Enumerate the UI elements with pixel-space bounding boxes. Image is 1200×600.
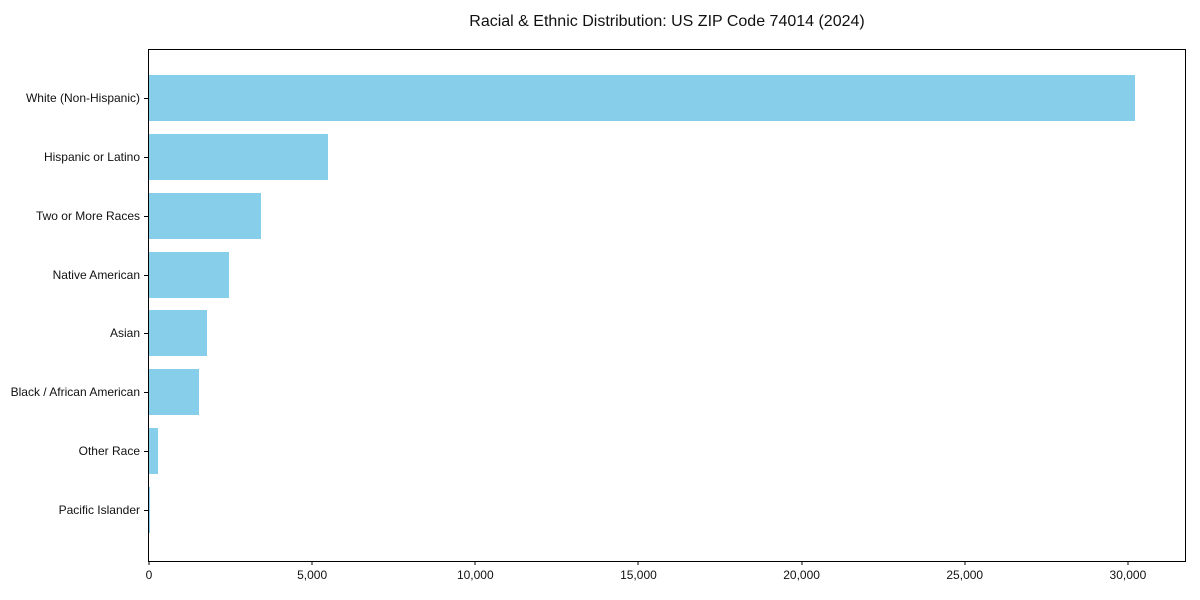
bar-row: Native American	[53, 245, 1185, 304]
bar-row: Hispanic or Latino	[44, 128, 1185, 187]
x-axis-tick-mark	[311, 561, 313, 565]
x-axis-tick-label: 10,000	[456, 568, 494, 582]
bar-row: Pacific Islander	[59, 480, 1185, 539]
x-axis-tick-label: 30,000	[1109, 568, 1147, 582]
bar-row: Other Race	[79, 422, 1185, 481]
bar	[149, 75, 1136, 122]
plot-area: White (Non-Hispanic) Hispanic or Latino Tw…	[11, 49, 1186, 582]
bar	[149, 251, 230, 298]
y-axis-category-label: Two or More Races	[35, 208, 140, 223]
y-axis-category-label: Hispanic or Latino	[43, 150, 140, 165]
bar	[149, 427, 159, 474]
y-axis-tick-mark	[144, 509, 148, 511]
y-axis-tick-mark	[144, 333, 148, 335]
x-axis-tick-label: 0	[145, 568, 153, 582]
x-axis-tick-mark	[964, 561, 966, 565]
y-axis-tick-mark	[144, 450, 148, 452]
y-axis-category-label: Asian	[109, 326, 140, 341]
x-axis-tick-mark	[474, 561, 476, 565]
x-axis-tick-label: 15,000	[620, 568, 657, 582]
y-axis-tick-mark	[144, 274, 148, 276]
y-axis-category-label: Pacific Islander	[58, 502, 140, 517]
x-axis-tick-mark	[801, 561, 803, 565]
x-axis-tick-label: 20,000	[783, 568, 820, 582]
bar	[149, 310, 207, 357]
y-axis-category-label: Other Race	[78, 443, 140, 458]
y-axis-category-label: Native American	[52, 267, 140, 282]
bar-row: Asian	[110, 304, 1185, 363]
bar	[149, 192, 262, 239]
y-axis-category-label: White (Non-Hispanic)	[25, 91, 140, 106]
y-axis-tick-mark	[144, 98, 148, 100]
x-axis-tick-mark	[1127, 561, 1129, 565]
x-axis-tick-label: 5,000	[297, 568, 328, 582]
y-axis-tick-mark	[144, 215, 148, 217]
bar-row: White (Non-Hispanic)	[26, 69, 1185, 128]
x-axis-tick-mark	[637, 561, 639, 565]
x-axis-tick-label: 25,000	[946, 568, 984, 582]
chart-title: Racial & Ethnic Distribution: US ZIP Cod…	[469, 13, 865, 30]
bar	[149, 369, 200, 416]
y-axis-tick-mark	[144, 157, 148, 159]
bar-row: Black / African American	[11, 363, 1185, 422]
x-axis-tick-mark	[148, 561, 150, 565]
y-axis-category-label: Black / African American	[10, 385, 140, 400]
bar-rows-container: White (Non-Hispanic) Hispanic or Latino Tw…	[11, 50, 1185, 561]
y-axis-tick-mark	[144, 392, 148, 394]
bar-row: Two or More Races	[36, 187, 1185, 246]
bar	[149, 134, 329, 181]
